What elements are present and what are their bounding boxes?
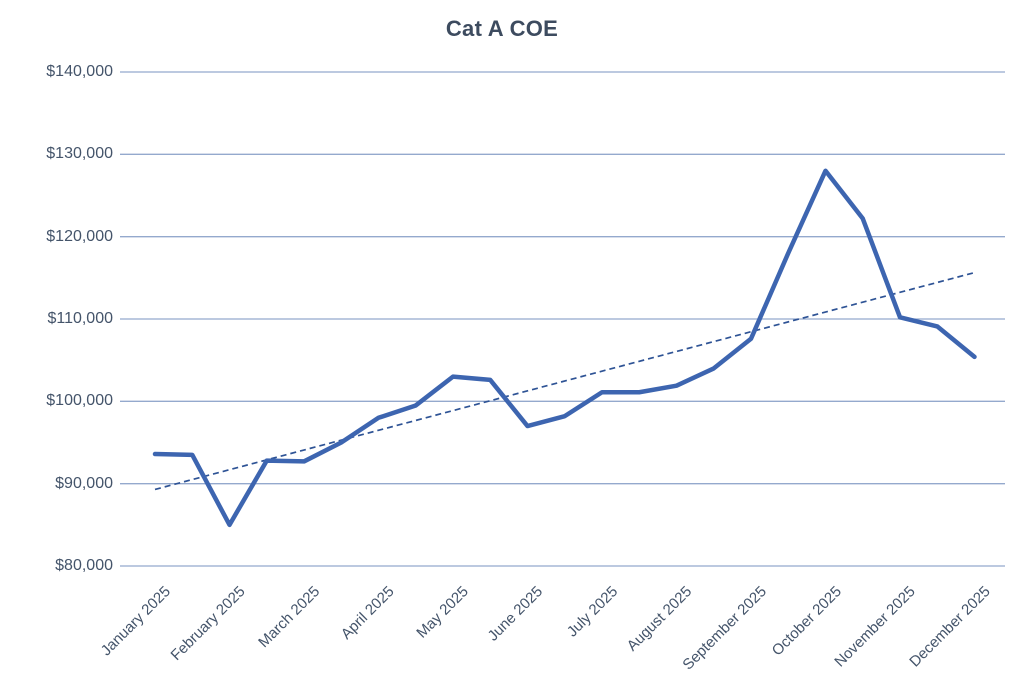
chart-title: Cat A COE xyxy=(445,16,559,41)
y-axis-tick-label: $140,000 xyxy=(46,63,113,80)
coe-series-line xyxy=(152,168,977,528)
y-axis-tick-label: $120,000 xyxy=(46,227,113,245)
y-axis-tick-label: $130,000 xyxy=(46,145,113,163)
y-axis-tick-label: $80,000 xyxy=(55,556,113,574)
y-axis-tick-label: $100,000 xyxy=(46,392,113,410)
y-axis-tick-label: $110,000 xyxy=(47,309,113,327)
y-axis-tick-label: $90,000 xyxy=(55,474,113,492)
trendline xyxy=(154,271,977,491)
